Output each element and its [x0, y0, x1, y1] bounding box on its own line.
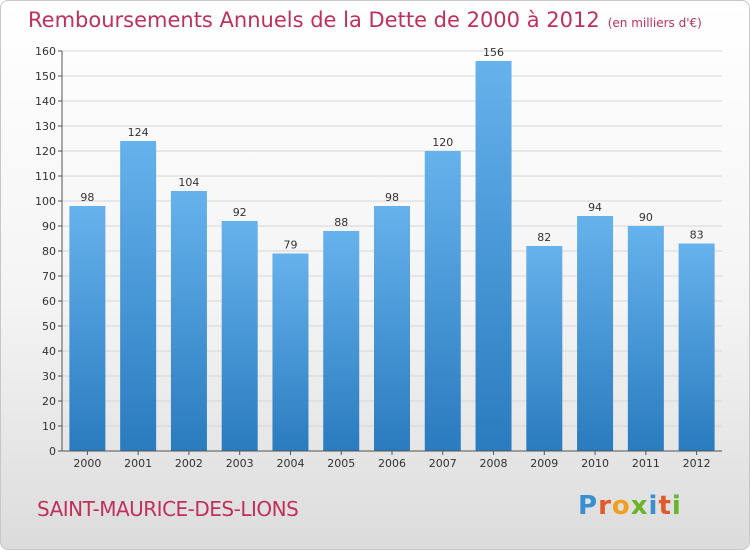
bar-value-label: 88: [334, 216, 348, 229]
bar: [424, 151, 461, 451]
x-tick-label: 2004: [276, 457, 304, 470]
bar-value-label: 98: [80, 191, 94, 204]
logo-letter: o: [611, 491, 631, 521]
logo-letter: t: [658, 491, 672, 521]
y-tick-label: 140: [35, 95, 56, 108]
bar: [526, 246, 563, 451]
x-tick-label: 2001: [124, 457, 152, 470]
chart-title-unit: (en milliers d'€): [607, 16, 702, 30]
bar-value-label: 104: [178, 176, 199, 189]
y-tick-label: 0: [49, 445, 56, 458]
proxiti-logo[interactable]: Proxiti: [578, 491, 682, 521]
bar: [120, 141, 157, 451]
logo-letter: i: [648, 491, 659, 521]
bar: [69, 206, 106, 451]
bar-value-label: 92: [233, 206, 247, 219]
bar: [627, 226, 664, 451]
bar: [374, 206, 410, 451]
chart-title: Remboursements Annuels de la Dette de 20…: [28, 8, 702, 32]
y-tick-label: 160: [35, 45, 56, 58]
logo-letter: x: [630, 491, 649, 521]
bar-value-label: 82: [537, 231, 551, 244]
axes: 0 10 20 30 40 50 60 70 80 90 100 110 120 130 140 150 160…: [35, 45, 722, 470]
y-tick-label: 30: [42, 370, 56, 383]
bar-value-label: 79: [283, 239, 297, 252]
y-tick-label: 80: [42, 245, 56, 258]
x-tick-label: 2008: [480, 457, 508, 470]
y-tick-label: 100: [35, 195, 56, 208]
x-tick-label: 2010: [581, 457, 609, 470]
logo-letter: r: [598, 491, 612, 521]
bar: [221, 221, 258, 451]
bar: [323, 231, 360, 451]
bar-value-label: 98: [385, 191, 399, 204]
y-tick-label: 60: [42, 295, 56, 308]
bar: [170, 191, 207, 451]
x-tick-label: 2006: [378, 457, 406, 470]
x-tick-label: 2000: [73, 457, 101, 470]
logo-letter: P: [578, 491, 599, 521]
x-tick-label: 2002: [175, 457, 203, 470]
x-tick-label: 2009: [530, 457, 558, 470]
logo-letter: i: [671, 491, 682, 521]
x-tick-label: 2012: [683, 457, 711, 470]
chart-title-main: Remboursements Annuels de la Dette de 20…: [28, 8, 600, 32]
bar-value-label: 156: [483, 46, 504, 59]
bars: 98 124 104 92 79 88 98 120 156 82 94 90 83: [69, 46, 715, 451]
y-tick-label: 110: [35, 170, 56, 183]
y-tick-label: 70: [42, 270, 56, 283]
y-tick-label: 120: [35, 145, 56, 158]
bar-value-label: 83: [690, 229, 704, 242]
y-tick-label: 10: [42, 420, 56, 433]
y-tick-label: 130: [35, 120, 56, 133]
y-tick-label: 20: [42, 395, 56, 408]
bar-value-label: 90: [639, 211, 653, 224]
y-tick-label: 90: [42, 220, 56, 233]
bar: [475, 61, 512, 451]
commune-name: SAINT-MAURICE-DES-LIONS: [37, 497, 299, 521]
x-tick-label: 2007: [429, 457, 457, 470]
x-tick-label: 2011: [632, 457, 660, 470]
bar-value-label: 94: [588, 201, 602, 214]
bar: [577, 216, 614, 451]
y-tick-label: 50: [42, 320, 56, 333]
bar: [272, 253, 309, 451]
x-tick-label: 2005: [327, 457, 355, 470]
bar-value-label: 124: [128, 126, 149, 139]
bar-value-label: 120: [432, 136, 453, 149]
y-tick-label: 40: [42, 345, 56, 358]
bar: [678, 243, 715, 451]
y-tick-label: 150: [35, 70, 56, 83]
x-tick-label: 2003: [226, 457, 254, 470]
